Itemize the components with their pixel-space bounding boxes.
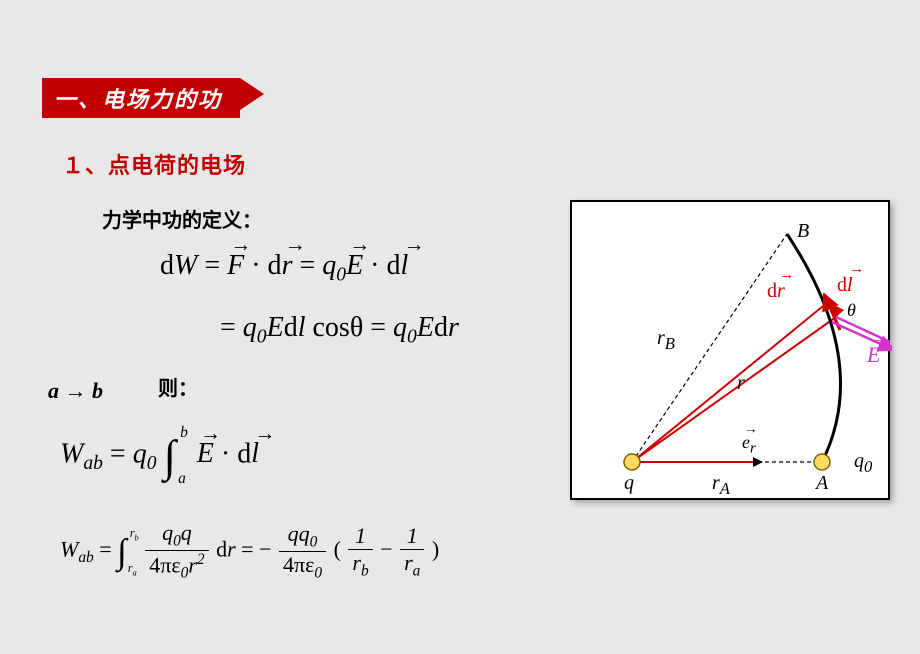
label-er: er	[742, 432, 756, 458]
equation-1: dW = F · dr = q0E · dl	[160, 250, 408, 287]
label-r: r	[737, 372, 745, 395]
label-q: q	[624, 472, 634, 495]
diagram-svg	[572, 202, 892, 502]
label-theta: θ	[847, 300, 856, 321]
label-rB: rB	[657, 327, 675, 354]
definition-label: 力学中功的定义：	[102, 204, 262, 233]
equation-3: Wab = q0 ∫ba E · dl	[60, 430, 259, 482]
a-to-b-label: a → b	[48, 378, 103, 404]
label-B: B	[797, 220, 809, 243]
label-rA: rA	[712, 472, 730, 499]
equation-4: Wab = ∫ rb ra q0q 4πε0r2 dr = − qq0 4πε0…	[60, 520, 439, 583]
label-E: E	[867, 342, 880, 368]
section-header: 一、电场力的功	[42, 78, 240, 118]
label-q0: q0	[854, 450, 872, 477]
field-diagram: B dr dl θ rB r E er q rA A q0	[570, 200, 890, 500]
label-dr: dr	[767, 280, 785, 303]
sub-header: １、点电荷的电场	[62, 148, 246, 180]
then-label: 则：	[158, 372, 198, 401]
label-A: A	[816, 472, 828, 495]
equation-2: = q0Edl cosθ = q0Edr	[220, 312, 459, 349]
label-dl: dl	[837, 274, 853, 297]
